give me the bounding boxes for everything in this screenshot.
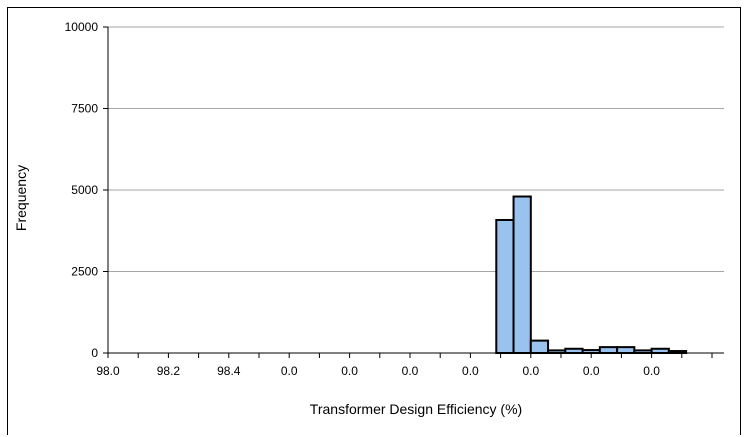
x-tick-label-7: 0.0 (522, 364, 539, 378)
x-tick-label-3: 0.0 (281, 364, 298, 378)
y-tick-label-1: 2500 (71, 265, 98, 279)
histogram-bar-9 (650, 347, 670, 354)
histogram-bar-6 (598, 346, 619, 354)
chart-frame (7, 7, 741, 435)
x-tick-label-8: 0.0 (583, 364, 600, 378)
x-tick-label-6: 0.0 (462, 364, 479, 378)
x-tick-label-0: 98.0 (96, 364, 120, 378)
axes (103, 26, 724, 358)
x-tick-label-1: 98.2 (157, 364, 181, 378)
y-tick-labels: 0 2500 5000 7500 10000 (65, 20, 99, 360)
histogram-bar-4 (564, 347, 584, 354)
y-tick-label-2: 5000 (71, 183, 98, 197)
histogram-bar-1 (512, 195, 532, 354)
y-tick-label-3: 7500 (71, 102, 98, 116)
y-tick-label-4: 10000 (65, 20, 99, 34)
gridlines (108, 26, 724, 272)
histogram-bar-2 (529, 339, 550, 354)
x-tick-label-4: 0.0 (341, 364, 358, 378)
x-tick-labels: 98.0 98.2 98.4 0.0 0.0 0.0 0.0 0.0 0.0 0.0 (96, 364, 660, 378)
histogram-bars (495, 195, 688, 355)
x-axis-title: Transformer Design Efficiency (%) (310, 401, 522, 417)
x-tick-label-2: 98.4 (217, 364, 241, 378)
histogram-bar-0 (495, 218, 515, 354)
x-tick-label-9: 0.0 (643, 364, 660, 378)
histogram-bar-7 (616, 346, 636, 354)
y-tick-label-0: 0 (91, 346, 98, 360)
y-axis-title: Frequency (13, 165, 29, 231)
x-tick-label-5: 0.0 (402, 364, 419, 378)
